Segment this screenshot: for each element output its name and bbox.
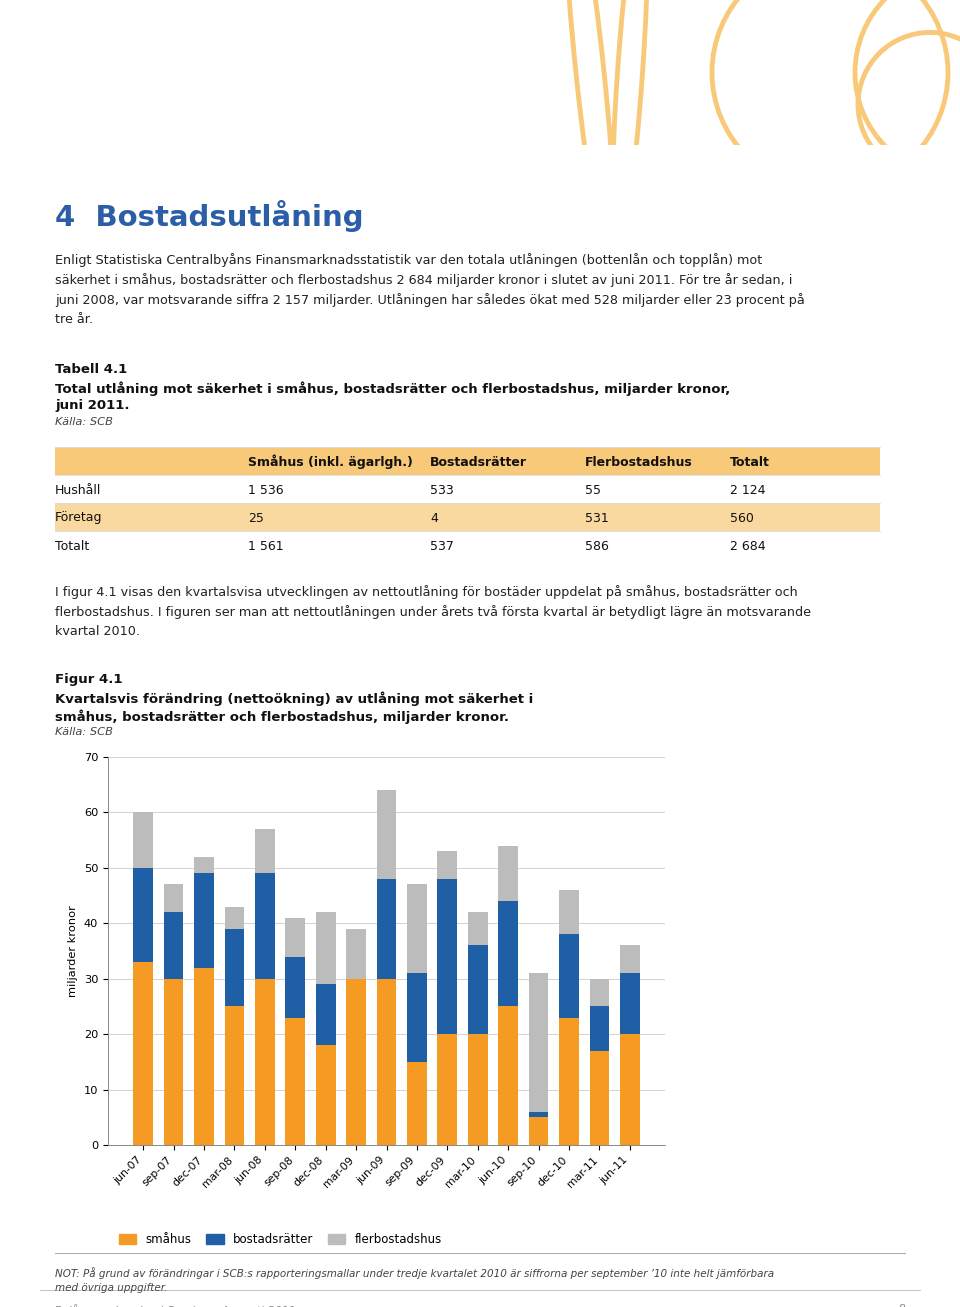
Bar [376, 878, 396, 979]
Bar [468, 912, 488, 945]
Bar [620, 945, 639, 974]
Text: Enligt Statistiska Centralbyåns Finansmarknadsstatistik var den totala utlåninge: Enligt Statistiska Centralbyåns Finansma… [55, 254, 762, 267]
Text: med övriga uppgifter.: med övriga uppgifter. [55, 1283, 167, 1293]
Bar [225, 1006, 245, 1145]
Bar [316, 1046, 336, 1145]
Bar [133, 962, 153, 1145]
Bar [529, 974, 548, 1112]
Text: juni 2008, var motsvarande siffra 2 157 miljarder. Utlåningen har således ökat m: juni 2008, var motsvarande siffra 2 157 … [55, 293, 804, 307]
Text: flerbostadshus. I figuren ser man att nettoutlåningen under årets två första kva: flerbostadshus. I figuren ser man att ne… [55, 605, 811, 620]
Bar [164, 885, 183, 912]
Text: 1 561: 1 561 [248, 540, 283, 553]
Bar [620, 974, 639, 1034]
Bar [164, 979, 183, 1145]
Bar [133, 868, 153, 962]
Text: Total utlåning mot säkerhet i småhus, bostadsrätter och flerbostadshus, miljarde: Total utlåning mot säkerhet i småhus, bo… [55, 382, 731, 396]
Text: säkerhet i småhus, bostadsrätter och flerbostadshus 2 684 miljarder kronor i slu: säkerhet i småhus, bostadsrätter och fle… [55, 273, 792, 288]
Bar [194, 873, 214, 967]
Text: Källa: SCB: Källa: SCB [55, 727, 113, 737]
Bar [529, 1117, 548, 1145]
Text: Källa: SCB: Källa: SCB [55, 417, 113, 427]
Bar [498, 1006, 518, 1145]
Text: 8: 8 [898, 1304, 905, 1307]
Bar [468, 945, 488, 1034]
Text: Figur 4.1: Figur 4.1 [55, 673, 123, 686]
Text: 55: 55 [585, 484, 601, 497]
Bar [407, 1061, 427, 1145]
Bar [468, 1034, 488, 1145]
Text: småhus, bostadsrätter och flerbostadshus, miljarder kronor.: småhus, bostadsrätter och flerbostadshus… [55, 708, 509, 724]
FancyBboxPatch shape [55, 447, 880, 474]
Text: Flerbostadshus: Flerbostadshus [585, 456, 693, 468]
Bar [285, 1018, 305, 1145]
Text: 2 684: 2 684 [730, 540, 766, 553]
Bar [285, 957, 305, 1018]
Legend: småhus, bostadsrätter, flerbostadshus: småhus, bostadsrätter, flerbostadshus [114, 1229, 446, 1251]
Text: kvartal 2010.: kvartal 2010. [55, 625, 140, 638]
Bar [255, 873, 275, 979]
Bar [559, 1018, 579, 1145]
Text: I figur 4.1 visas den kvartalsvisa utvecklingen av nettoutlåning för bostäder up: I figur 4.1 visas den kvartalsvisa utvec… [55, 586, 798, 599]
Bar [347, 979, 366, 1145]
Bar [376, 979, 396, 1145]
Text: NOT: På grund av förändringar i SCB:s rapporteringsmallar under tredje kvartalet: NOT: På grund av förändringar i SCB:s ra… [55, 1266, 774, 1280]
Bar [620, 1034, 639, 1145]
Text: Företag: Företag [55, 511, 103, 524]
Text: Kvartalsvis förändring (nettoökning) av utlåning mot säkerhet i: Kvartalsvis förändring (nettoökning) av … [55, 691, 533, 706]
Text: 4  Bostadsutlåning: 4 Bostadsutlåning [55, 200, 364, 233]
Bar [285, 918, 305, 957]
Bar [225, 929, 245, 1006]
Text: 586: 586 [585, 540, 609, 553]
Bar [133, 813, 153, 868]
Text: 25: 25 [248, 511, 264, 524]
Bar [316, 984, 336, 1046]
Text: Tabell 4.1: Tabell 4.1 [55, 363, 128, 376]
FancyBboxPatch shape [55, 503, 880, 531]
Text: 2 124: 2 124 [730, 484, 765, 497]
Bar [164, 912, 183, 979]
Bar [316, 912, 336, 984]
Bar [194, 967, 214, 1145]
Text: Bostadsrätter: Bostadsrätter [430, 456, 527, 468]
Bar [255, 829, 275, 873]
Text: 537: 537 [430, 540, 454, 553]
Bar [376, 791, 396, 878]
Bar [407, 974, 427, 1061]
Bar [559, 935, 579, 1018]
Text: juni 2011.: juni 2011. [55, 399, 130, 412]
Text: 1 536: 1 536 [248, 484, 283, 497]
Bar [438, 1034, 457, 1145]
Bar [589, 1006, 610, 1051]
Bar [438, 851, 457, 878]
Bar [255, 979, 275, 1145]
Text: 560: 560 [730, 511, 754, 524]
Y-axis label: miljarder kronor: miljarder kronor [68, 904, 78, 997]
Text: Totalt: Totalt [55, 540, 89, 553]
Text: tre år.: tre år. [55, 312, 93, 325]
Text: Hushåll: Hushåll [55, 484, 102, 497]
Bar [498, 901, 518, 1006]
Bar [194, 857, 214, 873]
Bar [407, 885, 427, 974]
Text: Småhus (inkl. ägarlgh.): Småhus (inkl. ägarlgh.) [248, 455, 413, 469]
Bar [589, 979, 610, 1006]
Bar [498, 846, 518, 901]
Bar [438, 878, 457, 1034]
Text: 533: 533 [430, 484, 454, 497]
Bar [225, 907, 245, 929]
Bar [347, 929, 366, 979]
Bar [589, 1051, 610, 1145]
Text: Bolånemarknaden i Sverige – Augusti 2011: Bolånemarknaden i Sverige – Augusti 2011 [55, 1304, 297, 1307]
Text: 531: 531 [585, 511, 609, 524]
Bar [559, 890, 579, 935]
Text: 4: 4 [430, 511, 438, 524]
Text: Totalt: Totalt [730, 456, 770, 468]
Bar [529, 1112, 548, 1117]
